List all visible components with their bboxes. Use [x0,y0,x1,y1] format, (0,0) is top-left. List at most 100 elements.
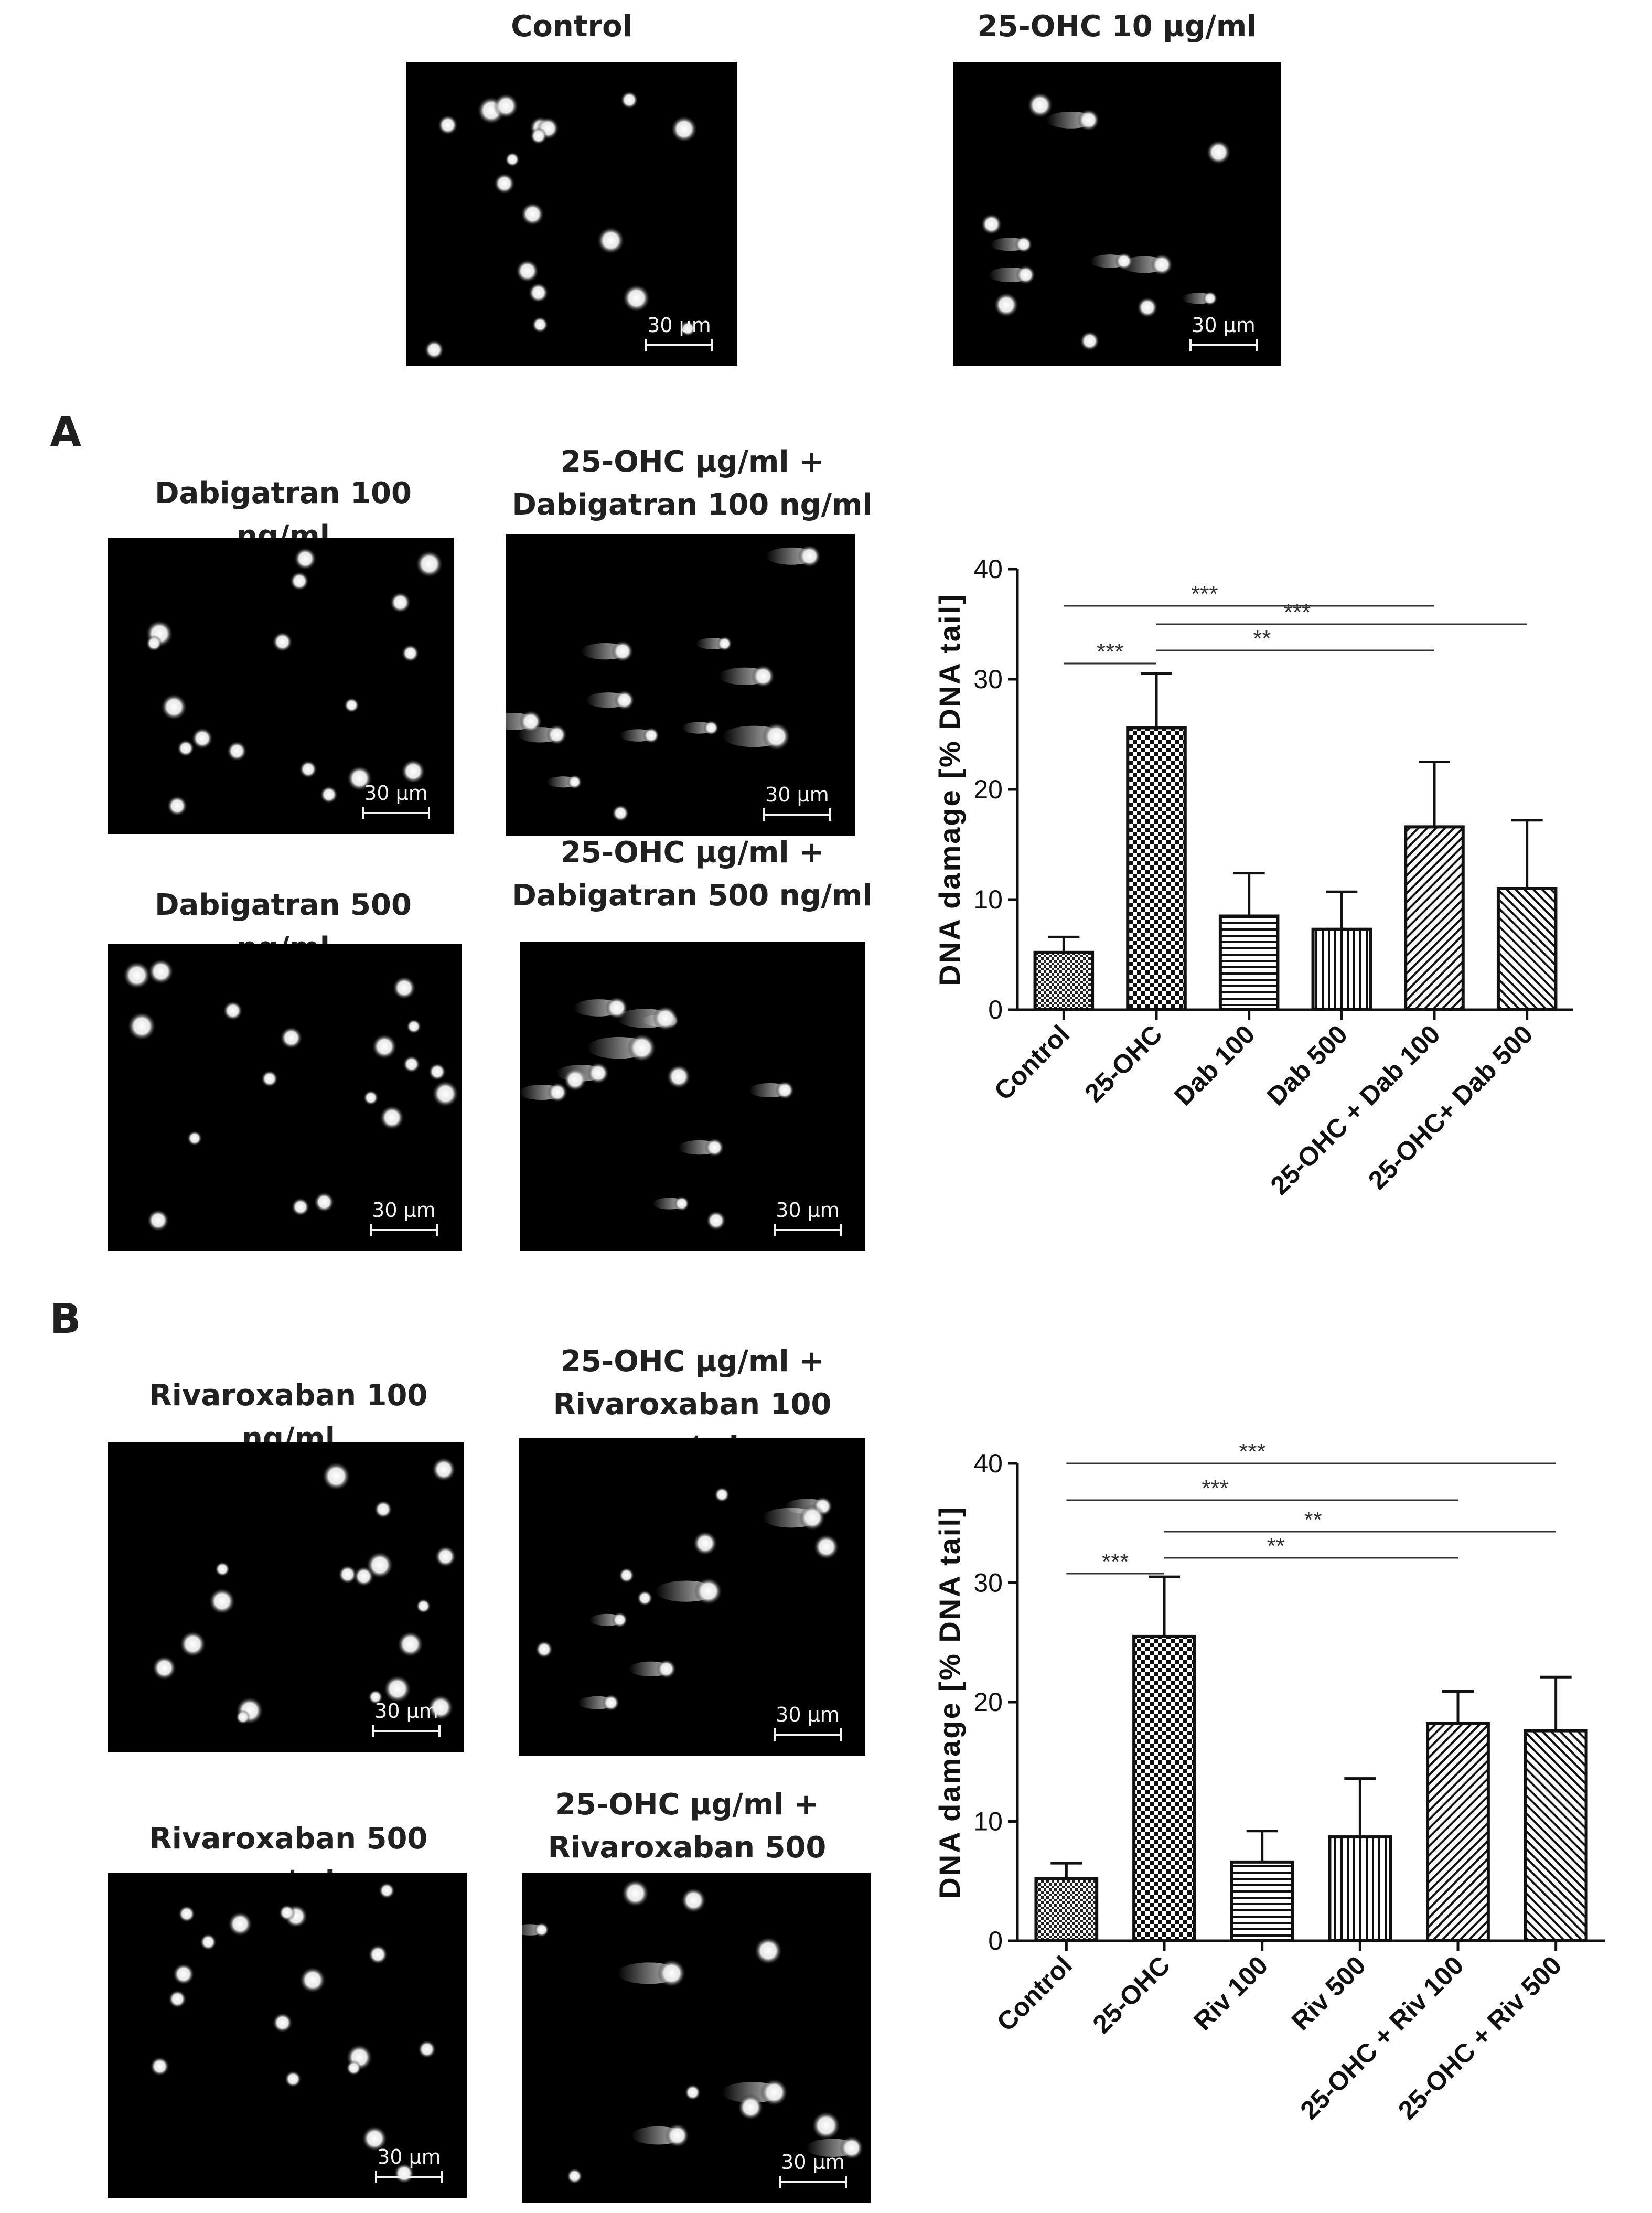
comet-head [656,1659,677,1679]
scale-bar: 30 µm [774,1199,842,1236]
comet-head [406,1019,422,1034]
comet-head [754,1936,783,1965]
micrograph-25ohc-riv100: 30 µm [519,1438,865,1756]
x-tick-label: Riv 100 [1188,1950,1273,2036]
comet-head [760,2078,788,2107]
micrograph-dab500: 30 µm [108,944,462,1251]
comet-head [397,1631,424,1658]
comet-head [612,640,634,662]
significance-stars: *** [1202,1476,1228,1501]
comet-head [1077,109,1100,132]
comet-head [811,2111,841,2140]
comet-head [505,152,520,167]
y-tick-label: 30 [973,1568,1003,1598]
comet-head [516,259,539,283]
scale-bar: 30 µm [1189,314,1258,351]
comet-field [506,544,821,822]
comet-head [432,1080,459,1108]
25ohc-riv500-image-label: 25-OHC µg/ml +Rivaroxaban 500 ng/ml [548,1788,827,1908]
comet-head [401,644,420,662]
micrograph-control: 30 µm [406,62,737,366]
bar [1426,1722,1490,1942]
scale-bar-label: 30 µm [364,782,428,805]
y-tick-label: 20 [973,775,1003,804]
scale-bar-line [645,339,713,351]
comet-head [612,1612,628,1628]
comet-head [566,2168,583,2185]
scale-bar-line [763,808,831,821]
x-tick-label: Control [989,1019,1075,1106]
y-tick-label: 40 [973,1449,1003,1478]
scale-bar-line [1189,339,1258,351]
comet-head [353,1566,374,1587]
comet-head [717,636,733,651]
comet-head [368,1944,388,1965]
comet-head [798,544,821,568]
bar [1404,825,1465,1012]
significance-stars: *** [1097,639,1123,665]
comet-head [172,1963,195,1985]
scale-bar-line [774,1224,842,1236]
scale-bar-label: 30 µm [781,2151,845,2174]
comet-head [587,1062,609,1084]
significance-stars: ** [1304,1507,1322,1533]
comet-head [431,1457,456,1482]
comet-head [227,741,248,762]
comet-head [278,1904,296,1921]
comet-head [694,1577,723,1606]
comet-head [674,1195,690,1212]
comet-head [145,635,163,652]
comet-field [149,1882,436,2184]
comet-head [392,976,416,1000]
comet-head [548,1082,568,1103]
comet-head [1206,140,1231,165]
comet-head [320,785,338,804]
comet-head [415,550,443,578]
y-tick-label: 20 [973,1687,1003,1717]
comet-head [160,693,188,721]
comet-head [284,2070,302,2088]
comet-head [152,1655,177,1681]
bar [1034,1877,1099,1943]
bar [1218,914,1280,1011]
comet-head [363,1090,379,1106]
comet-head [1016,265,1036,285]
scale-bar: 30 µm [763,783,831,821]
comet-head [199,1933,217,1951]
comet-head [379,1105,405,1130]
comet-head [652,1006,679,1031]
panel-b-letter: B [50,1296,81,1343]
comet-field [145,547,443,817]
x-tick-label: 25-OHC + Dab 100 [1265,1019,1446,1200]
comet-head [567,774,582,789]
comet-head [813,1534,840,1560]
comet-head [531,316,549,333]
bar [1126,726,1187,1011]
comet-head [299,760,318,778]
comet-head [680,1887,707,1913]
comet-head [714,1487,730,1503]
comet-field [522,1879,864,2185]
comet-head [428,1063,446,1081]
comet-head [374,1500,393,1519]
scale-bar: 30 µm [774,1703,842,1741]
comet-head [261,1070,278,1088]
comet-head [684,2084,701,2101]
comet-head [191,727,213,750]
comet-head [535,1640,553,1659]
comet-head [389,592,411,613]
comet-head [620,91,639,109]
comet-head [148,958,174,985]
y-tick-label: 10 [973,885,1003,914]
x-tick-label: 25-OHC [1079,1019,1168,1108]
comet-head [666,1064,691,1089]
comet-head [346,765,373,792]
comet-head [346,2060,362,2076]
comet-head [1136,296,1158,318]
comet-field [152,1457,457,1725]
comet-head [692,1531,718,1556]
comet-head [424,339,444,360]
comet-head [214,1561,230,1577]
25ohc-dab500-image-label: 25-OHC µg/ml + Dabigatran 500 ng/ml [512,836,873,913]
comet-head [493,93,519,119]
